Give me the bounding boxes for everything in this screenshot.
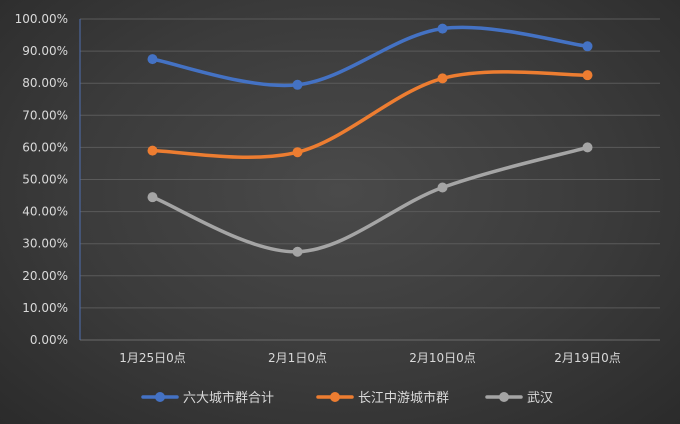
- data-point: [147, 54, 158, 65]
- y-tick-label: 50.00%: [22, 173, 68, 187]
- legend-swatch-marker: [155, 392, 165, 402]
- data-point: [582, 70, 593, 81]
- y-tick-label: 90.00%: [22, 44, 68, 58]
- gridlines: [80, 18, 660, 341]
- data-point: [147, 192, 158, 203]
- data-point: [437, 182, 448, 193]
- data-point: [147, 145, 158, 156]
- data-point: [582, 41, 593, 52]
- data-point: [437, 73, 448, 84]
- legend-label: 武汉: [527, 391, 553, 406]
- data-point: [292, 246, 303, 257]
- data-point: [292, 79, 303, 90]
- y-tick-label: 100.00%: [15, 12, 68, 26]
- series-line: [150, 145, 590, 254]
- legend-label: 长江中游城市群: [358, 390, 449, 406]
- y-tick-label: 10.00%: [22, 301, 68, 315]
- data-point: [292, 147, 303, 158]
- x-tick-label: 2月10日0点: [409, 351, 476, 365]
- legend-swatch-marker: [330, 392, 340, 402]
- data-point: [437, 23, 448, 34]
- x-tick-label: 2月1日0点: [268, 351, 327, 365]
- x-tick-label: 1月25日0点: [119, 351, 186, 365]
- series-line: [150, 70, 590, 159]
- y-tick-label: 30.00%: [22, 237, 68, 251]
- y-tick-label: 0.00%: [30, 333, 68, 347]
- y-tick-label: 60.00%: [22, 140, 68, 154]
- x-tick-label: 2月19日0点: [554, 351, 621, 365]
- series-group: [147, 142, 593, 257]
- data-point: [582, 142, 593, 153]
- legend-swatch-marker: [499, 392, 509, 402]
- y-tick-label: 80.00%: [22, 76, 68, 90]
- series-group: [147, 23, 593, 90]
- y-tick-label: 70.00%: [22, 108, 68, 122]
- legend-label: 六大城市群合计: [183, 390, 274, 406]
- y-tick-label: 20.00%: [22, 269, 68, 283]
- series-line: [150, 25, 590, 88]
- series-group: [147, 70, 593, 159]
- y-tick-label: 40.00%: [22, 205, 68, 219]
